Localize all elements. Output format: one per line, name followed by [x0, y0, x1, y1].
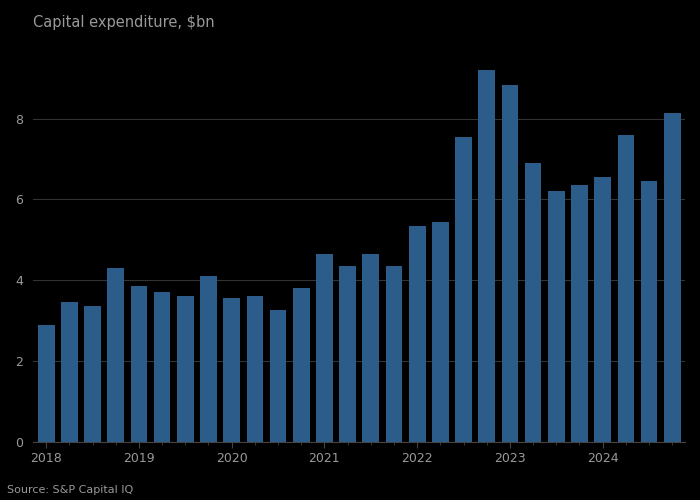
Text: Capital expenditure, $bn: Capital expenditure, $bn: [34, 15, 215, 30]
Bar: [107, 268, 124, 442]
Bar: [664, 113, 680, 442]
Bar: [293, 288, 309, 442]
Bar: [246, 296, 263, 442]
Bar: [502, 84, 518, 442]
Bar: [617, 135, 634, 442]
Bar: [432, 222, 449, 442]
Bar: [571, 186, 588, 442]
Bar: [548, 192, 565, 442]
Bar: [61, 302, 78, 442]
Bar: [154, 292, 171, 442]
Bar: [316, 254, 332, 442]
Bar: [340, 266, 356, 442]
Bar: [363, 254, 379, 442]
Bar: [640, 182, 657, 442]
Bar: [455, 137, 472, 442]
Text: Source: S&P Capital IQ: Source: S&P Capital IQ: [7, 485, 133, 495]
Bar: [525, 163, 542, 441]
Bar: [84, 306, 101, 442]
Bar: [131, 286, 147, 442]
Bar: [386, 266, 402, 442]
Bar: [200, 276, 217, 442]
Bar: [223, 298, 240, 442]
Bar: [177, 296, 194, 442]
Bar: [270, 310, 286, 442]
Bar: [409, 226, 426, 442]
Bar: [478, 70, 495, 442]
Bar: [594, 178, 611, 442]
Bar: [38, 324, 55, 442]
